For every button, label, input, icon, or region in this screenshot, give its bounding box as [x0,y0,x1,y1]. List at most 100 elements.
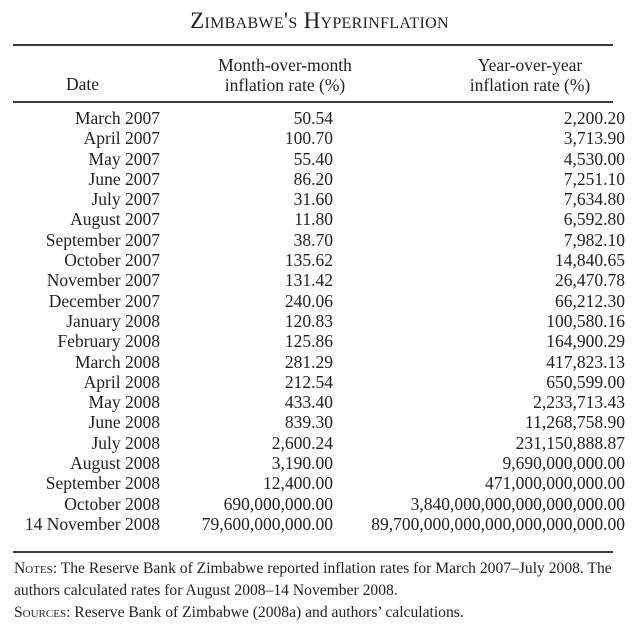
month-over-month-cell: 55.40 [293,148,333,169]
month-over-month-cell: 131.42 [284,270,333,291]
date-cell: June 2007 [88,168,160,189]
column-header-month-over-month: Month-over-month inflation rate (%) [185,55,385,95]
month-over-month-cell: 31.60 [293,189,333,210]
date-cell: April 2008 [83,371,160,392]
table-row: June 2007 86.20 7,251.10 [0,169,639,189]
year-over-year-cell: 650,599.00 [546,371,625,392]
date-cell: May 2008 [88,392,160,413]
sources-paragraph: Sources: Reserve Bank of Zimbabwe (2008a… [14,602,634,624]
date-cell: March 2007 [74,108,160,128]
table-body: March 2007 50.54 2,200.20 April 2007 100.70 3… [0,108,639,534]
year-over-year-cell: 7,251.10 [563,168,625,189]
table-row: December 2007 240.06 66,212.30 [0,291,639,311]
date-cell: September 2007 [45,229,160,250]
date-cell: October 2007 [64,250,160,271]
month-over-month-cell: 281.29 [284,351,333,372]
date-cell: July 2007 [91,189,160,210]
table-row: January 2008 120.83 100,580.16 [0,311,639,331]
year-over-year-cell: 26,470.78 [555,270,625,291]
sources-text: Reserve Bank of Zimbabwe (2008a) and aut… [70,604,464,621]
column-header-line: inflation rate (%) [224,75,346,95]
sources-label: Sources: [14,604,71,621]
year-over-year-cell: 417,823.13 [546,351,625,372]
month-over-month-cell: 50.54 [293,108,333,128]
column-header-line: Month-over-month [218,55,352,75]
year-over-year-cell: 3,713.90 [563,128,625,149]
year-over-year-cell: 2,233,713.43 [533,392,625,413]
date-cell: July 2008 [91,432,160,453]
table-row: May 2008 433.40 2,233,713.43 [0,392,639,412]
table-row: May 2007 55.40 4,530.00 [0,149,639,169]
month-over-month-cell: 86.20 [293,168,333,189]
month-over-month-cell: 79,600,000,000.00 [201,513,333,534]
notes-label: Notes: [14,560,58,577]
table-row: March 2007 50.54 2,200.20 [0,108,639,128]
table-row: August 2007 11.80 6,592.80 [0,209,639,229]
table-row: October 2007 135.62 14,840.65 [0,250,639,270]
year-over-year-cell: 14,840.65 [555,250,625,271]
year-over-year-cell: 7,634.80 [563,189,625,210]
year-over-year-cell: 3,840,000,000,000,000,000.00 [410,493,625,514]
year-over-year-cell: 66,212.30 [555,290,625,311]
month-over-month-cell: 120.83 [284,310,333,331]
top-rule [13,44,613,46]
month-over-month-cell: 100.70 [284,128,333,149]
year-over-year-cell: 100,580.16 [546,310,625,331]
date-cell: June 2008 [88,412,160,433]
column-header-line: inflation rate (%) [469,75,591,95]
table-row: April 2008 212.54 650,599.00 [0,372,639,392]
header-rule [13,101,613,103]
date-cell: August 2008 [70,453,160,474]
notes-paragraph: Notes: The Reserve Bank of Zimbabwe repo… [14,558,634,602]
date-cell: January 2008 [66,310,160,331]
month-over-month-cell: 38.70 [293,229,333,250]
date-cell: February 2008 [57,331,160,352]
table-row: November 2007 131.42 26,470.78 [0,270,639,290]
year-over-year-cell: 11,268,758.90 [525,412,625,433]
year-over-year-cell: 6,592.80 [563,209,625,230]
month-over-month-cell: 433.40 [284,392,333,413]
table-row: August 2008 3,190.00 9,690,000,000.00 [0,453,639,473]
month-over-month-cell: 839.30 [284,412,333,433]
date-cell: December 2007 [48,290,160,311]
year-over-year-cell: 164,900.29 [546,331,625,352]
table-notes: Notes: The Reserve Bank of Zimbabwe repo… [14,558,634,624]
date-cell: March 2008 [74,351,160,372]
table-title: Zimbabwe's Hyperinflation [190,8,449,33]
month-over-month-cell: 3,190.00 [271,453,333,474]
year-over-year-cell: 4,530.00 [563,148,625,169]
bottom-rule [13,551,613,553]
year-over-year-cell: 7,982.10 [563,229,625,250]
year-over-year-cell: 89,700,000,000,000,000,000,000.00 [371,513,625,534]
month-over-month-cell: 12,400.00 [263,473,333,494]
table-row: 14 November 2008 79,600,000,000.00 89,700,… [0,514,639,534]
month-over-month-cell: 135.62 [284,250,333,271]
table-row: April 2007 100.70 3,713.90 [0,128,639,148]
month-over-month-cell: 240.06 [284,290,333,311]
date-cell: August 2007 [70,209,160,230]
month-over-month-cell: 212.54 [284,371,333,392]
year-over-year-cell: 2,200.20 [563,108,625,128]
notes-text: The Reserve Bank of Zimbabwe reported in… [14,560,612,599]
column-header-date: Date [66,74,100,94]
date-cell: May 2007 [88,148,160,169]
table-row: June 2008 839.30 11,268,758.90 [0,412,639,432]
table-row: October 2008 690,000,000.00 3,840,000,000,… [0,494,639,514]
date-cell: April 2007 [83,128,160,149]
table-row: July 2008 2,600.24 231,150,888.87 [0,433,639,453]
year-over-year-cell: 471,000,000,000.00 [485,473,625,494]
month-over-month-cell: 690,000,000.00 [223,493,333,514]
table-row: July 2007 31.60 7,634.80 [0,189,639,209]
table-row: September 2007 38.70 7,982.10 [0,230,639,250]
month-over-month-cell: 2,600.24 [271,432,333,453]
date-cell: 14 November 2008 [24,513,160,534]
month-over-month-cell: 125.86 [284,331,333,352]
date-cell: October 2008 [64,493,160,514]
table-row: September 2008 12,400.00 471,000,000,000.0… [0,473,639,493]
date-cell: November 2007 [46,270,160,291]
column-header-line: Year-over-year [477,55,583,75]
table-row: February 2008 125.86 164,900.29 [0,331,639,351]
column-header-year-over-year: Year-over-year inflation rate (%) [435,55,625,95]
month-over-month-cell: 11.80 [294,209,333,230]
table-row: March 2008 281.29 417,823.13 [0,352,639,372]
